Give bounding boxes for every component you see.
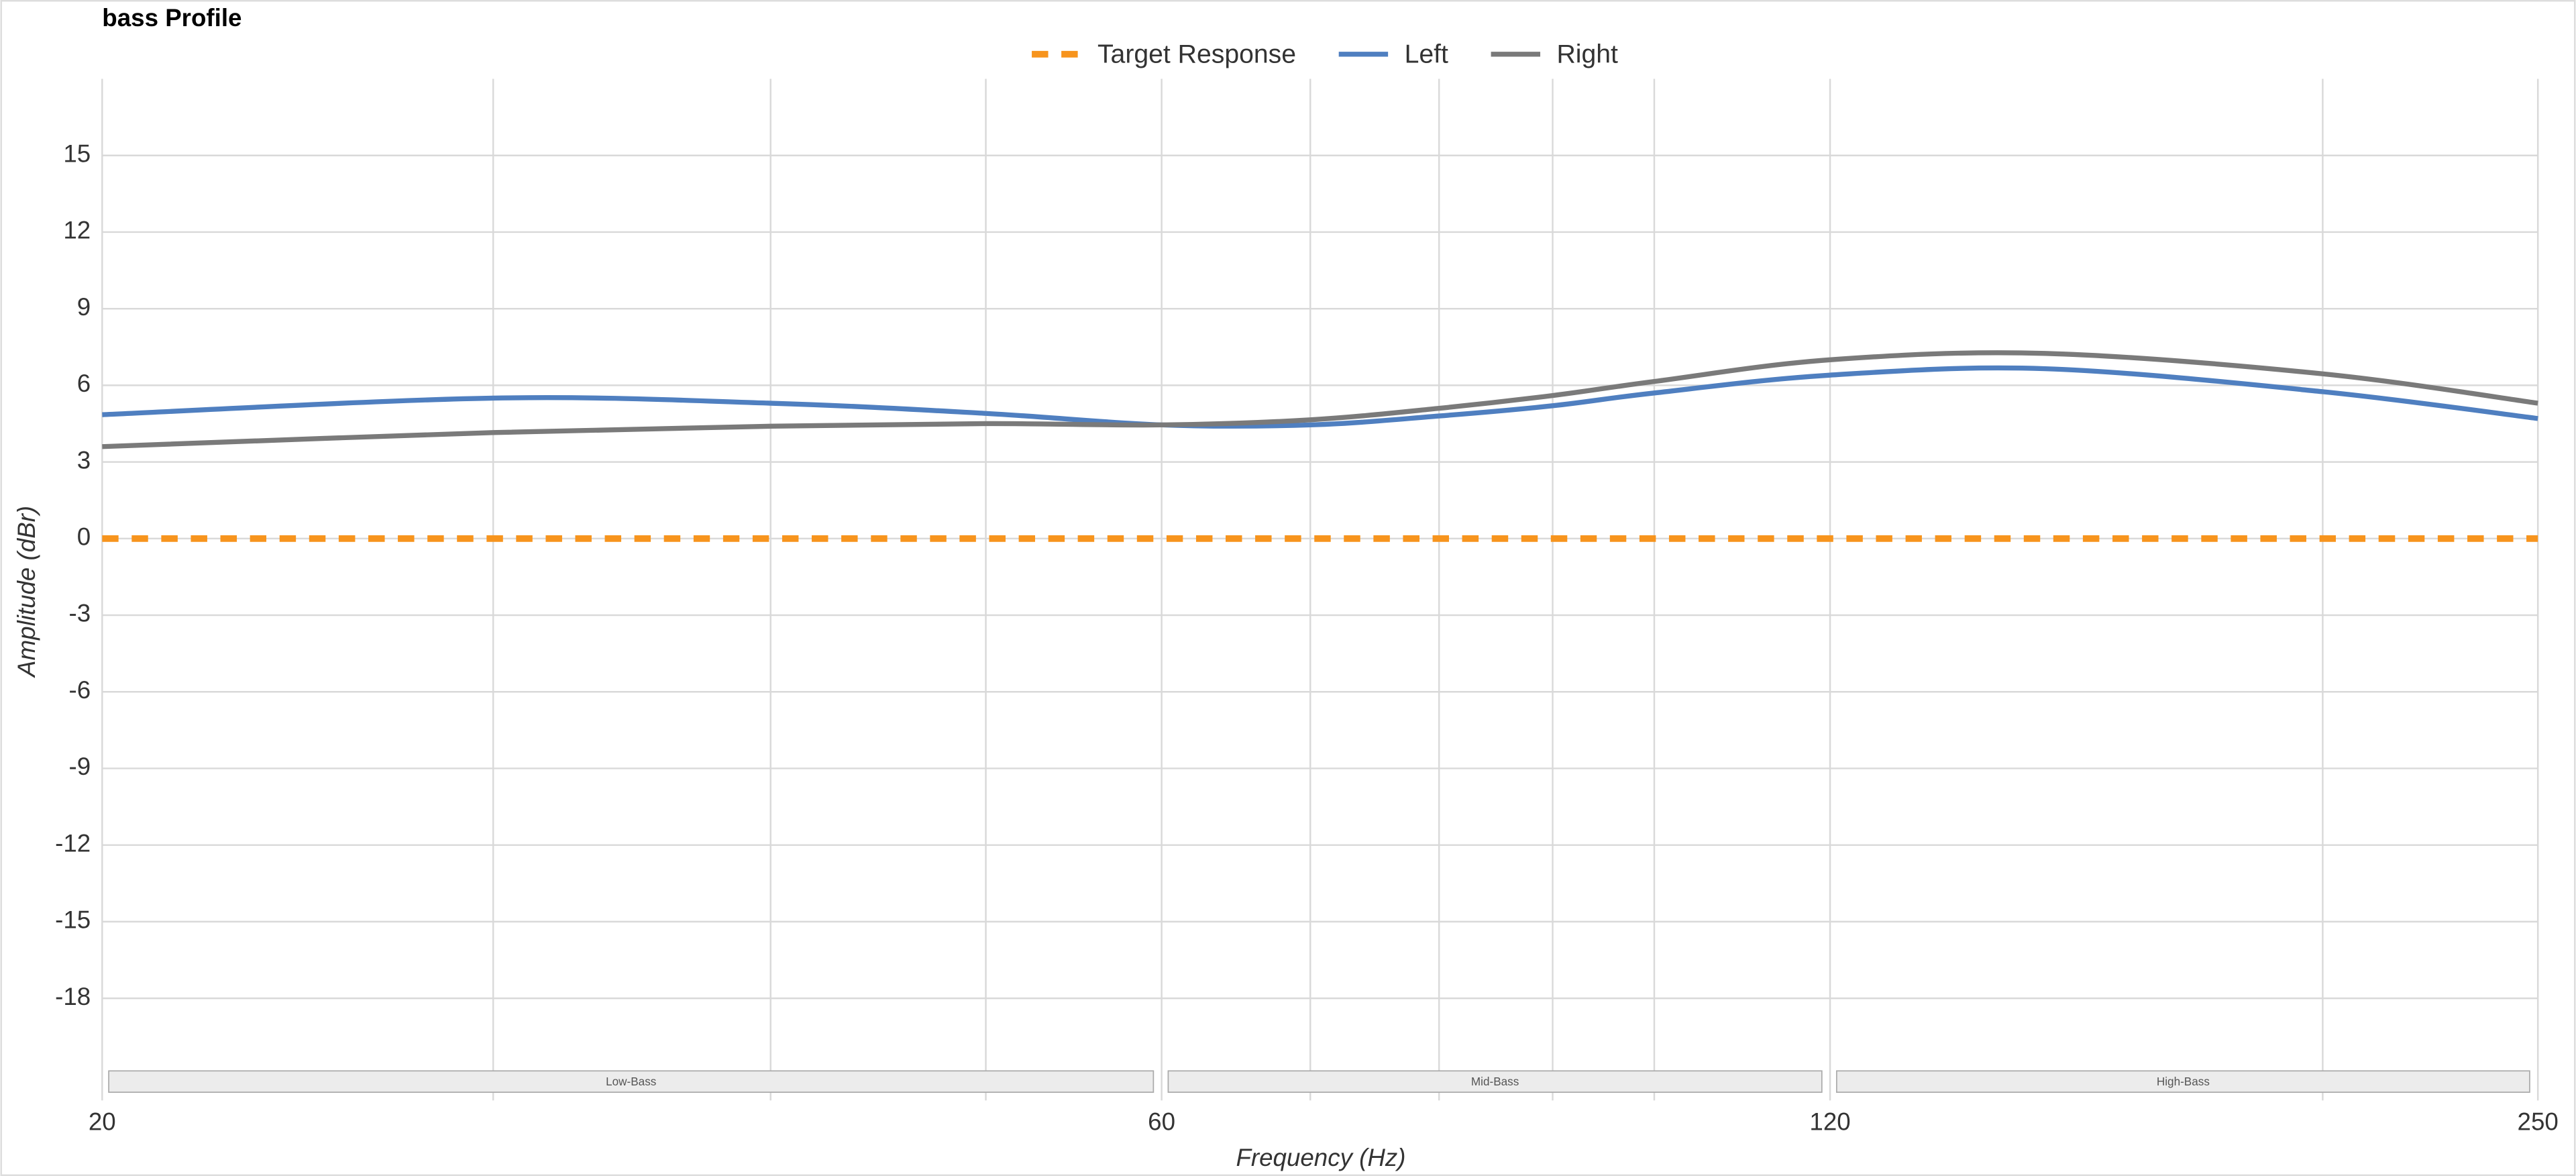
band <box>1835 1070 2530 1093</box>
legend-label: Left <box>1405 40 1448 69</box>
x-tick-label: 120 <box>1809 1108 1850 1135</box>
y-tick-label: 12 <box>63 217 91 244</box>
x-tick-label: 20 <box>89 1108 116 1135</box>
x-tick-label: 60 <box>1148 1108 1175 1135</box>
y-tick-label: 15 <box>63 140 91 167</box>
legend-item: Right <box>1491 40 1618 69</box>
series-line <box>102 350 2538 449</box>
band <box>108 1070 1155 1093</box>
band-label: Low-Bass <box>606 1075 656 1088</box>
y-tick-label: -12 <box>55 829 91 857</box>
y-tick-label: -15 <box>55 906 91 934</box>
band <box>1167 1070 1823 1093</box>
legend-label: Right <box>1557 40 1619 69</box>
band-label: Mid-Bass <box>1471 1075 1519 1088</box>
legend-item: Target Response <box>1032 40 1296 69</box>
x-tick-label: 250 <box>2518 1108 2559 1135</box>
y-tick-label: 9 <box>77 293 91 321</box>
chart-title: bass Profile <box>102 4 241 32</box>
y-axis-label: Amplitude (dBr) <box>13 506 40 678</box>
x-axis-label: Frequency (Hz) <box>1236 1144 1405 1171</box>
series-line <box>102 365 2538 429</box>
y-tick-label: 6 <box>77 370 91 397</box>
y-tick-label: -18 <box>55 983 91 1010</box>
y-tick-label: -3 <box>69 600 91 627</box>
band-label: High-Bass <box>2157 1075 2210 1088</box>
legend-item: Left <box>1338 40 1448 69</box>
y-tick-label: 0 <box>77 523 91 551</box>
y-tick-label: -6 <box>69 676 91 704</box>
y-tick-label: -9 <box>69 753 91 780</box>
y-tick-label: 3 <box>77 446 91 474</box>
legend-label: Target Response <box>1097 40 1296 69</box>
